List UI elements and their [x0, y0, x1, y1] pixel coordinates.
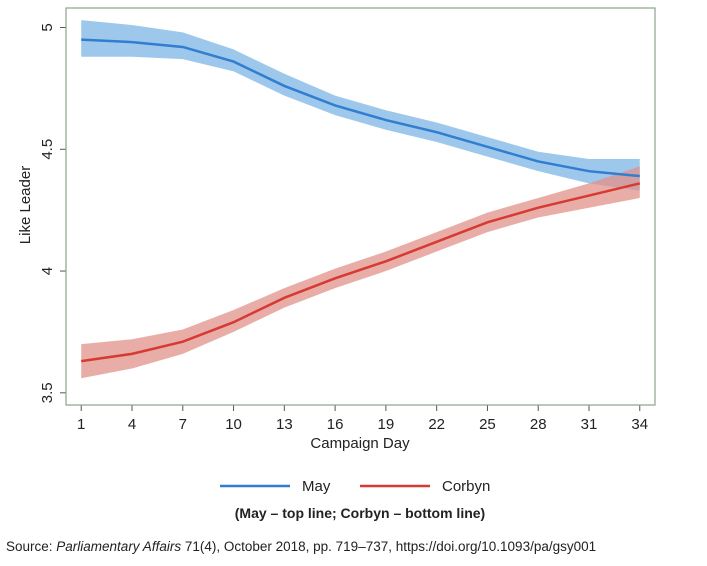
- line: [81, 38, 640, 178]
- x-tick-label: 22: [428, 416, 445, 433]
- y-tick-label: 4: [39, 267, 56, 275]
- x-tick-label: 31: [581, 416, 598, 433]
- x-tick-label: 19: [378, 416, 395, 433]
- x-tick-label: 10: [225, 416, 242, 433]
- x-tick-label: 28: [530, 416, 547, 433]
- x-tick-label: 25: [479, 416, 496, 433]
- source-prefix: Source:: [6, 539, 56, 554]
- legend-label: May: [302, 478, 331, 495]
- x-tick-label: 16: [327, 416, 344, 433]
- line: [81, 182, 641, 363]
- x-tick-label: 13: [276, 416, 293, 433]
- confidence-band: [81, 20, 640, 191]
- y-tick-label: 3.5: [39, 382, 56, 403]
- x-tick-label: 34: [631, 416, 648, 433]
- legend-label: Corbyn: [442, 478, 490, 495]
- source: Source: Parliamentary Affairs 71(4), Oct…: [6, 539, 596, 554]
- x-axis-label: Campaign Day: [310, 435, 410, 452]
- x-tick-label: 1: [77, 416, 85, 433]
- source-journal: Parliamentary Affairs: [56, 539, 181, 554]
- plot-frame: [65, 7, 656, 406]
- source-rest: 71(4), October 2018, pp. 719–737, https:…: [181, 539, 596, 554]
- y-tick-label: 5: [39, 23, 56, 31]
- x-tick-label: 7: [179, 416, 187, 433]
- y-tick-label: 4.5: [39, 139, 56, 160]
- x-tick-label: 4: [128, 416, 136, 433]
- y-axis-label: Like Leader: [17, 166, 34, 244]
- caption: (May – top line; Corbyn – bottom line): [235, 505, 485, 521]
